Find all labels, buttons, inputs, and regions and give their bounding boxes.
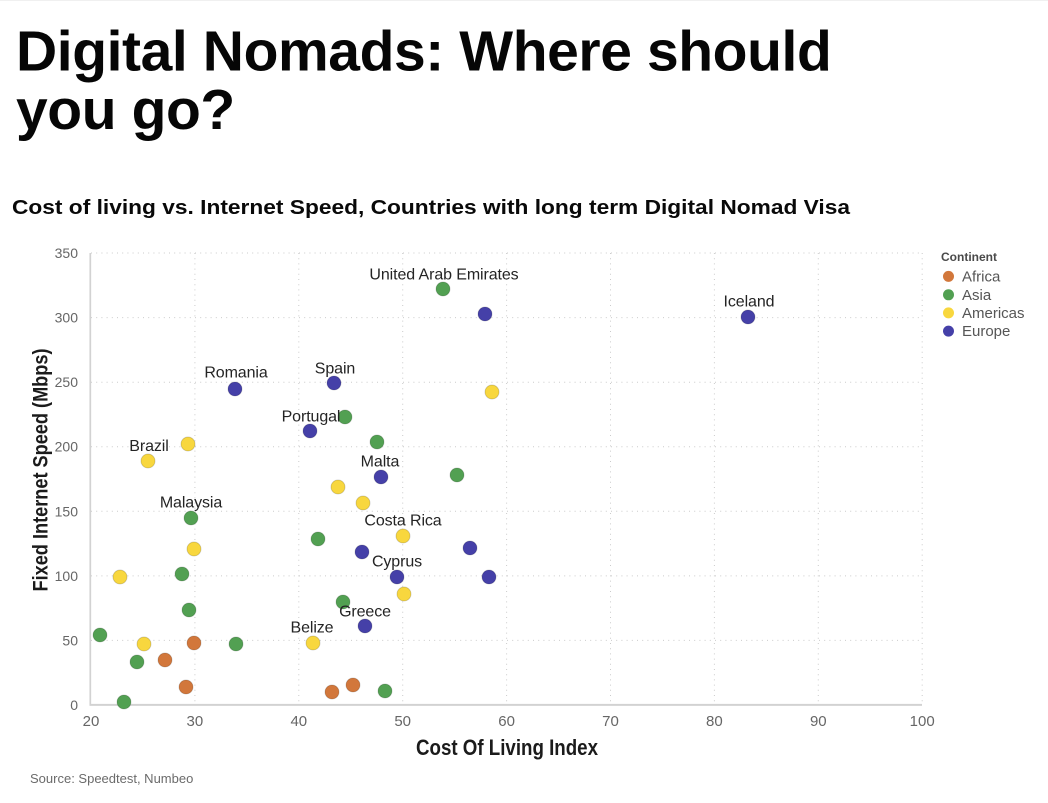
svg-text:300: 300 bbox=[55, 310, 79, 326]
svg-text:Greece: Greece bbox=[339, 603, 391, 620]
svg-text:Africa: Africa bbox=[962, 269, 1001, 286]
svg-text:50: 50 bbox=[394, 713, 411, 730]
svg-text:40: 40 bbox=[290, 713, 307, 730]
svg-text:Brazil: Brazil bbox=[129, 438, 168, 455]
svg-text:80: 80 bbox=[706, 713, 723, 730]
svg-text:Spain: Spain bbox=[315, 360, 355, 377]
svg-text:0: 0 bbox=[70, 697, 78, 713]
svg-text:250: 250 bbox=[55, 374, 79, 390]
svg-text:100: 100 bbox=[910, 713, 935, 730]
svg-text:United Arab Emirates: United Arab Emirates bbox=[369, 266, 518, 283]
svg-text:Portugal: Portugal bbox=[282, 408, 341, 425]
svg-text:70: 70 bbox=[602, 713, 619, 730]
svg-text:Malta: Malta bbox=[361, 453, 400, 470]
svg-text:Asia: Asia bbox=[962, 287, 992, 304]
svg-text:Costa Rica: Costa Rica bbox=[364, 512, 441, 529]
svg-text:Fixed Internet Speed (Mbps): Fixed Internet Speed (Mbps) bbox=[30, 349, 53, 592]
svg-text:50: 50 bbox=[62, 632, 78, 648]
svg-text:100: 100 bbox=[55, 568, 79, 584]
svg-text:90: 90 bbox=[810, 713, 827, 730]
svg-text:Cyprus: Cyprus bbox=[372, 553, 422, 570]
svg-text:Cost Of Living Index: Cost Of Living Index bbox=[416, 735, 599, 760]
svg-text:Digital Nomads: Where should: Digital Nomads: Where should bbox=[16, 20, 831, 84]
svg-text:Belize: Belize bbox=[291, 619, 334, 636]
svg-text:20: 20 bbox=[83, 713, 100, 730]
svg-text:30: 30 bbox=[187, 713, 204, 730]
svg-text:150: 150 bbox=[55, 503, 79, 519]
svg-text:200: 200 bbox=[55, 439, 79, 455]
svg-text:Americas: Americas bbox=[962, 305, 1025, 322]
svg-text:Iceland: Iceland bbox=[724, 293, 775, 310]
svg-text:Europe: Europe bbox=[962, 323, 1010, 340]
svg-text:Cost of living vs. Internet Sp: Cost of living vs. Internet Speed, Count… bbox=[12, 197, 851, 219]
svg-text:60: 60 bbox=[498, 713, 515, 730]
svg-text:Source: Speedtest, Numbeo: Source: Speedtest, Numbeo bbox=[30, 771, 193, 786]
svg-text:350: 350 bbox=[55, 245, 79, 261]
svg-text:Continent: Continent bbox=[941, 250, 997, 264]
svg-text:Romania: Romania bbox=[204, 364, 268, 381]
svg-text:you go?: you go? bbox=[16, 78, 235, 142]
svg-text:Malaysia: Malaysia bbox=[160, 494, 223, 511]
